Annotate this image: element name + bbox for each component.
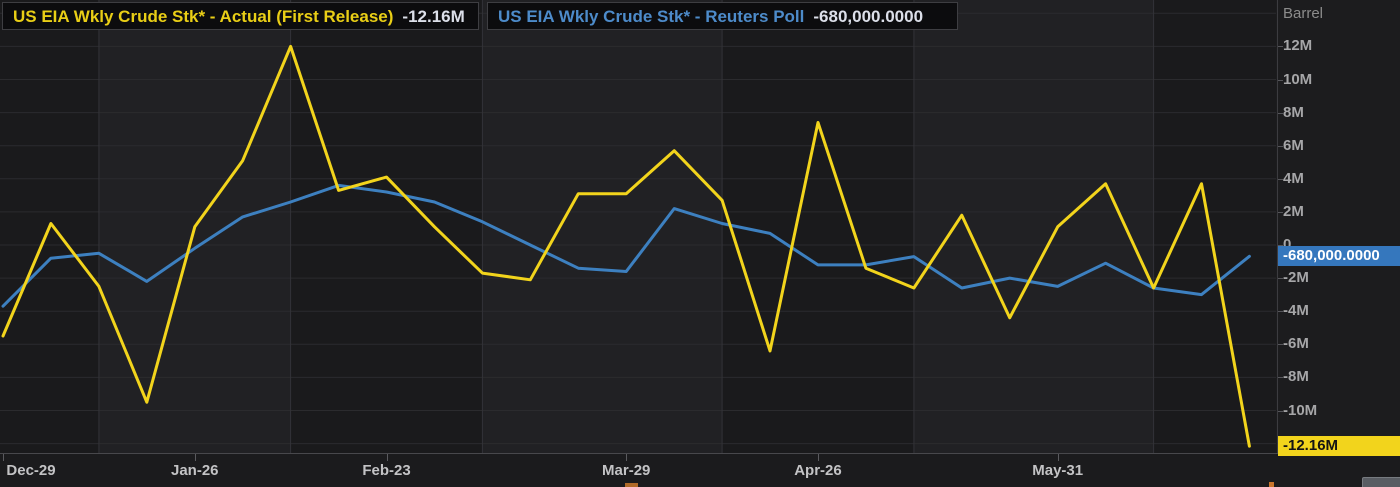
legend-series-actual[interactable]: US EIA Wkly Crude Stk* - Actual (First R… bbox=[2, 2, 479, 30]
series-line-poll[interactable] bbox=[1, 183, 1251, 308]
x-axis-tick-label: May-31 bbox=[1032, 462, 1084, 479]
x-axis-tick bbox=[387, 454, 388, 461]
scroll-marker-icon bbox=[1269, 482, 1274, 487]
legend-actual-value: -12.16M bbox=[402, 7, 465, 26]
y-axis-tick-label: -2M bbox=[1283, 269, 1309, 287]
legend-actual-label: US EIA Wkly Crude Stk* - Actual (First R… bbox=[13, 7, 394, 26]
y-axis-tick bbox=[1278, 179, 1283, 180]
x-axis-tick-label: Jan-26 bbox=[170, 462, 219, 479]
plot-band bbox=[913, 0, 1154, 453]
y-axis-tick-label: 6M bbox=[1283, 136, 1304, 154]
y-axis-tick bbox=[1278, 80, 1283, 81]
y-axis-tick bbox=[1278, 311, 1283, 312]
x-axis-tick bbox=[818, 454, 819, 461]
x-axis-tick bbox=[1058, 454, 1059, 461]
legend-series-poll[interactable]: US EIA Wkly Crude Stk* - Reuters Poll -68… bbox=[487, 2, 958, 30]
y-axis-tick-label: 10M bbox=[1283, 70, 1313, 88]
plot-band bbox=[290, 0, 483, 453]
y-axis: Barrel 12M 10M 8M 6M 4M 2M 0 -2M -4M -6M -8M -10M -… bbox=[1277, 0, 1400, 457]
x-axis-tick bbox=[626, 454, 627, 461]
y-axis-tick bbox=[1278, 344, 1283, 345]
y-axis-tick-label: 12M bbox=[1283, 37, 1313, 55]
actual-last-value-badge: -12.16M bbox=[1278, 436, 1400, 457]
y-axis-tick-label: 2M bbox=[1283, 202, 1304, 220]
y-axis-tick bbox=[1278, 278, 1283, 279]
series-line-actual[interactable] bbox=[1, 44, 1251, 448]
y-axis-tick bbox=[1278, 411, 1283, 412]
y-axis-tick-label: 0 bbox=[1283, 236, 1292, 253]
y-axis-tick bbox=[1278, 46, 1283, 47]
plot-band bbox=[1153, 0, 1276, 453]
legend-poll-label: US EIA Wkly Crude Stk* - Reuters Poll bbox=[498, 7, 805, 26]
plot-band bbox=[482, 0, 723, 453]
x-axis-tick-label: Dec-29 bbox=[6, 462, 56, 479]
y-axis-tick bbox=[1278, 113, 1283, 114]
y-axis-tick-label: -4M bbox=[1283, 302, 1309, 320]
y-axis-tick bbox=[1278, 212, 1283, 213]
y-axis-tick bbox=[1278, 146, 1283, 147]
scroll-marker-icon bbox=[625, 483, 638, 487]
x-axis-tick-label: Apr-26 bbox=[794, 462, 842, 479]
y-axis-tick bbox=[1278, 377, 1283, 378]
y-axis-tick-label: 8M bbox=[1283, 103, 1304, 121]
x-axis-tick bbox=[195, 454, 196, 461]
plot-area[interactable] bbox=[0, 0, 1276, 453]
line-chart bbox=[0, 0, 1276, 453]
poll-last-value-badge: -680,000.0000 bbox=[1278, 246, 1400, 267]
y-axis-tick-label: -10M bbox=[1283, 401, 1318, 419]
y-axis-tick-label: 4M bbox=[1283, 169, 1304, 187]
x-axis-tick-label: Mar-29 bbox=[602, 462, 651, 479]
x-axis-tick-label: Feb-23 bbox=[362, 462, 411, 479]
y-axis-tick bbox=[1278, 245, 1283, 246]
y-axis-tick-label: -8M bbox=[1283, 368, 1309, 386]
y-axis-unit-label: Barrel bbox=[1283, 5, 1324, 22]
scrollbar-grip[interactable] bbox=[1362, 477, 1400, 487]
y-axis-tick-label: -6M bbox=[1283, 335, 1309, 353]
x-axis: Dec-29 Jan-26 Feb-23 Mar-29 Apr-26 May-31 bbox=[0, 453, 1400, 487]
plot-band bbox=[722, 0, 914, 453]
x-axis-tick bbox=[3, 454, 4, 461]
legend-poll-value: -680,000.0000 bbox=[813, 7, 924, 26]
